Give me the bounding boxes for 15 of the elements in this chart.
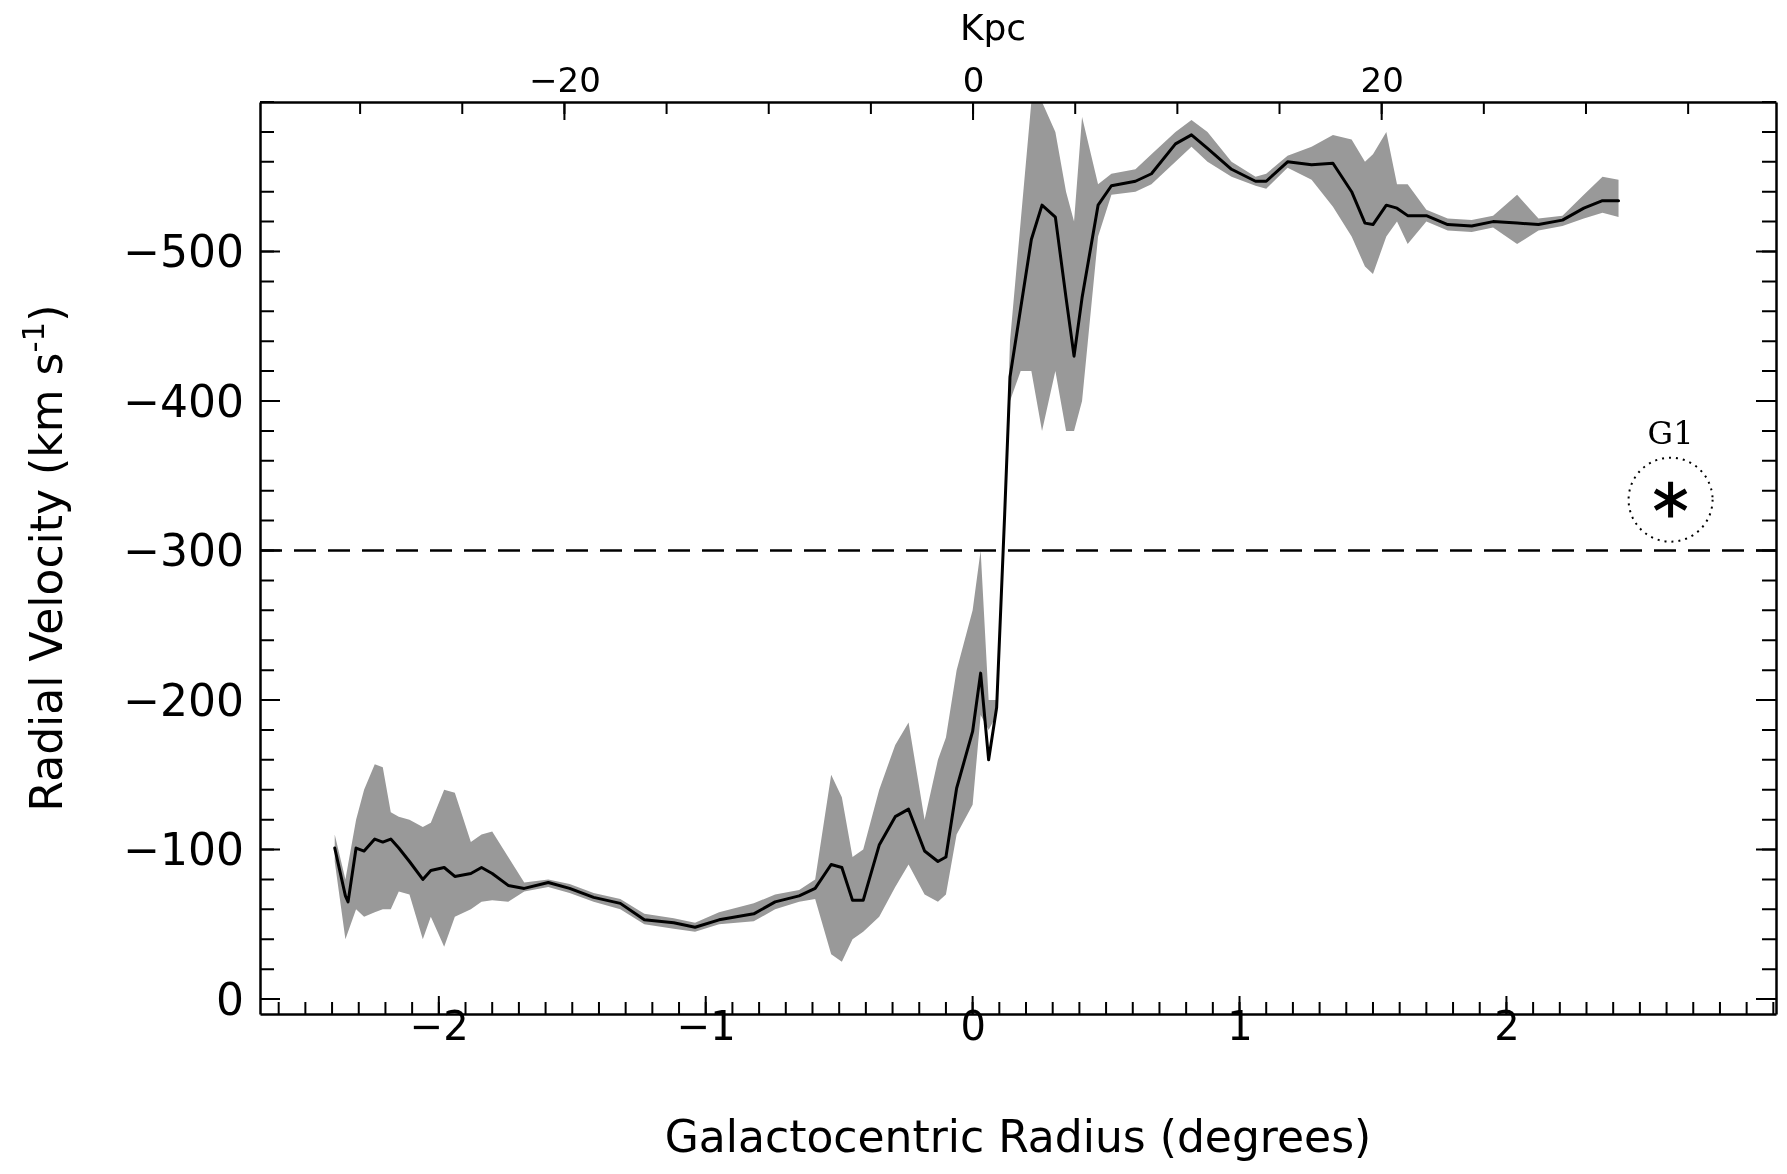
y-tick-label: −100: [123, 824, 244, 876]
legend-label: G1: [1647, 413, 1694, 452]
x2-tick-label: 20: [1360, 60, 1404, 100]
x-tick-label: 0: [960, 1003, 986, 1049]
x2-axis-title: Kpc: [959, 7, 1027, 48]
y-tick-label: −300: [123, 525, 244, 577]
x2-tick-label: 0: [962, 60, 985, 100]
x-axis-title: Galactocentric Radius (degrees): [664, 1111, 1372, 1162]
x-tick-label: −1: [676, 1003, 736, 1049]
x2-tick-label: −20: [529, 60, 601, 100]
y-tick-label: −400: [123, 375, 244, 427]
x-tick-label: −2: [409, 1003, 469, 1049]
x-tick-label: 2: [1494, 1003, 1520, 1049]
y-tick-label: −500: [123, 226, 244, 278]
y-tick-label: −200: [123, 674, 244, 726]
